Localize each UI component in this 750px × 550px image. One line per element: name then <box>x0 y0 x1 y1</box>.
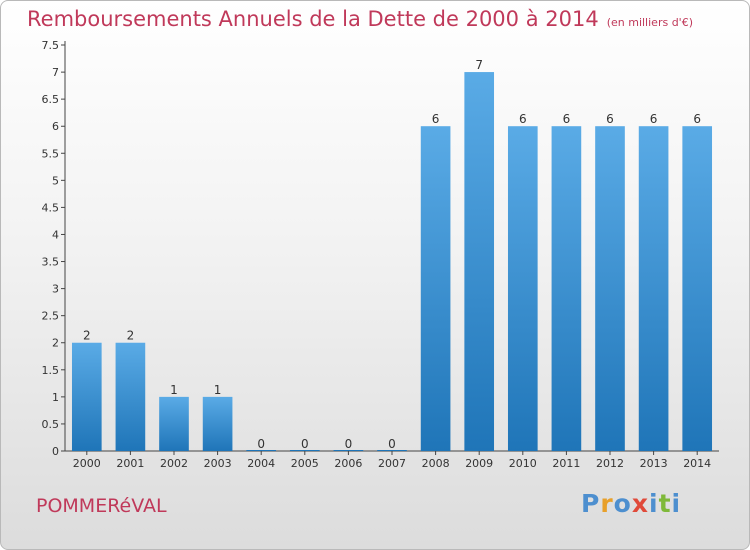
y-tick-label: 0 <box>52 445 59 458</box>
x-tick-label: 2001 <box>116 457 144 470</box>
bar-value-label: 6 <box>432 112 440 126</box>
bar <box>289 450 320 451</box>
bar-value-label: 6 <box>563 112 571 126</box>
chart-labels: 2 2 1 1 0 0 0 0 6 7 6 6 6 6 6 <box>83 58 701 451</box>
x-tick-label: 2000 <box>73 457 101 470</box>
logo-letter: r <box>600 489 614 518</box>
y-tick-label: 4.5 <box>42 201 60 214</box>
x-tick-label: 2008 <box>422 457 450 470</box>
x-tick-label: 2007 <box>378 457 406 470</box>
x-tick-label: 2014 <box>683 457 711 470</box>
place-name: POMMERéVAL <box>36 495 167 517</box>
x-tick-label: 2006 <box>334 457 362 470</box>
chart-title-unit: (en milliers d'€) <box>606 16 693 29</box>
logo-letter: i <box>649 489 659 518</box>
bar-value-label: 0 <box>301 437 309 451</box>
proxiti-logo[interactable]: Proxiti <box>581 489 681 518</box>
bar <box>595 126 625 451</box>
logo-letter: o <box>613 489 632 518</box>
y-tick-label: 5.5 <box>42 147 60 160</box>
bar <box>333 450 364 451</box>
bar-value-label: 2 <box>127 329 135 343</box>
y-tick-label: 7 <box>52 66 59 79</box>
bar-value-label: 0 <box>388 437 396 451</box>
y-tick-label: 1 <box>52 391 59 404</box>
bar <box>638 126 669 451</box>
y-tick-label: 0.5 <box>42 418 60 431</box>
x-tick-label: 2003 <box>204 457 232 470</box>
bar-value-label: 7 <box>475 58 483 72</box>
logo-letter: i <box>671 489 682 518</box>
bar <box>682 126 713 451</box>
bar-value-label: 6 <box>693 112 701 126</box>
bar <box>159 396 189 451</box>
bar-value-label: 1 <box>214 383 222 397</box>
chart-bars <box>71 72 713 452</box>
bar <box>420 126 451 451</box>
bar <box>551 126 582 451</box>
bar-value-label: 1 <box>170 383 178 397</box>
bar <box>202 396 233 451</box>
bar <box>71 342 102 451</box>
bar-value-label: 6 <box>650 112 658 126</box>
bar <box>377 450 407 451</box>
bar-value-label: 0 <box>257 437 265 451</box>
bar-value-label: 6 <box>606 112 614 126</box>
y-tick-label: 7.5 <box>42 39 60 52</box>
chart-title: Remboursements Annuels de la Dette de 20… <box>27 7 693 31</box>
bar-value-label: 6 <box>519 112 527 126</box>
logo-letter: P <box>581 489 601 518</box>
bar <box>507 126 538 451</box>
x-tick-label: 2012 <box>596 457 624 470</box>
x-tick-label: 2004 <box>247 457 275 470</box>
y-tick-label: 5 <box>52 174 59 187</box>
x-tick-label: 2005 <box>291 457 319 470</box>
x-tick-label: 2010 <box>509 457 537 470</box>
logo-letter: t <box>658 489 672 518</box>
x-tick-label: 2009 <box>465 457 493 470</box>
y-tick-label: 3.5 <box>42 256 60 269</box>
y-tick-label: 6 <box>52 120 59 133</box>
bar <box>246 450 277 451</box>
y-tick-label: 4 <box>52 228 59 241</box>
chart-title-text: Remboursements Annuels de la Dette de 20… <box>27 7 599 31</box>
bar <box>464 72 495 452</box>
logo-letter: x <box>631 489 649 518</box>
x-tick-label: 2011 <box>552 457 580 470</box>
bar <box>115 342 146 451</box>
x-tick-label: 2002 <box>160 457 188 470</box>
bar-value-label: 2 <box>83 329 91 343</box>
y-tick-label: 2 <box>52 337 59 350</box>
x-tick-label: 2013 <box>640 457 668 470</box>
bar-value-label: 0 <box>345 437 353 451</box>
y-tick-label: 2.5 <box>42 310 60 323</box>
y-tick-label: 3 <box>52 283 59 296</box>
y-tick-label: 1.5 <box>42 364 60 377</box>
y-tick-label: 6.5 <box>42 93 60 106</box>
